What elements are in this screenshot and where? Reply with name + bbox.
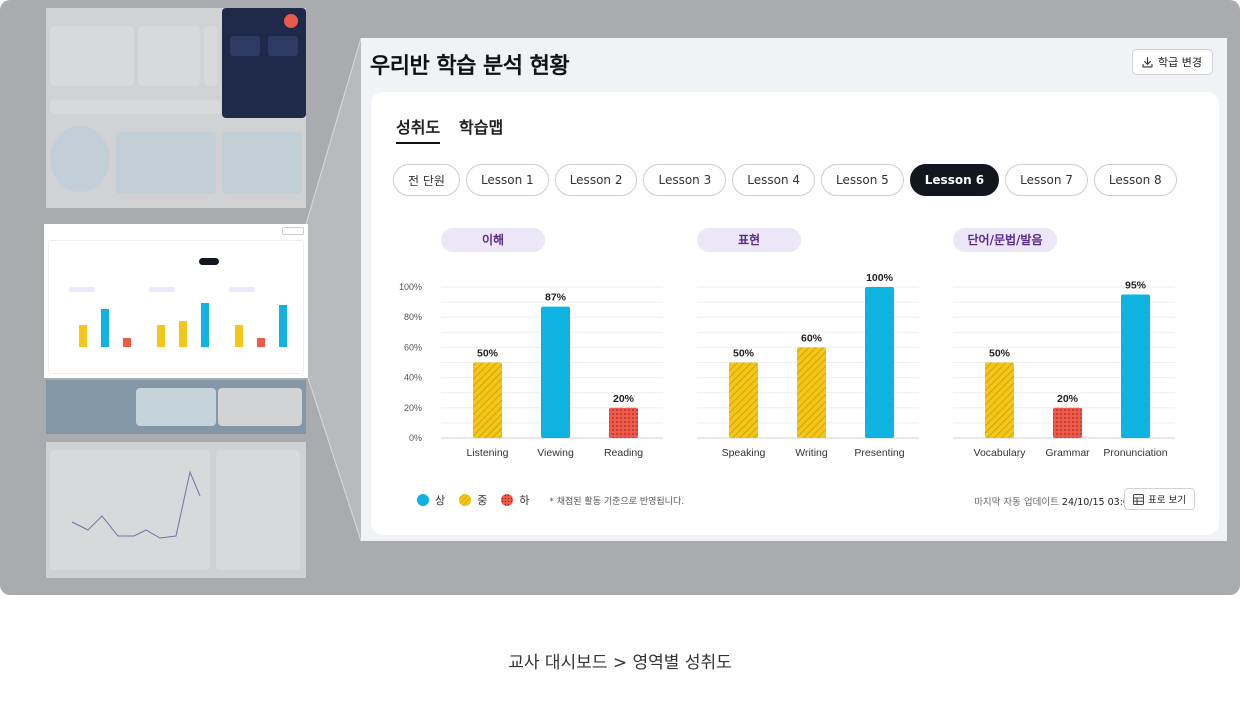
achievement-chart: 100% 80% 60% 40% 20% 0% 이해 50% Listening 87% Viewi… bbox=[399, 228, 1175, 459]
mini-chart-thumbnail bbox=[44, 224, 308, 378]
x-tick-label: Speaking bbox=[722, 447, 766, 459]
legend-label-high: 상 bbox=[435, 494, 446, 507]
level-legend: 상 중 하 * 채점된 활동 기준으로 반영됩니다. bbox=[417, 492, 684, 508]
change-class-label: 학급 변경 bbox=[1158, 56, 1202, 69]
category-title: 이해 bbox=[482, 232, 504, 247]
bar-vocabulary bbox=[985, 362, 1014, 438]
bar-presenting bbox=[865, 287, 894, 438]
category-pill bbox=[953, 228, 1057, 252]
x-tick-label: Vocabulary bbox=[974, 447, 1027, 459]
avatar bbox=[284, 14, 298, 28]
achievement-card: 성취도 학습맵 전 단원 Lesson 1 Lesson 2 Lesson 3 … bbox=[371, 92, 1219, 535]
page-title: 우리반 학습 분석 현황 bbox=[370, 54, 570, 79]
x-tick-label: Listening bbox=[466, 447, 508, 459]
tab-achievement[interactable]: 성취도 bbox=[396, 118, 441, 137]
data-label: 95% bbox=[1125, 280, 1147, 292]
bar-pronunciation bbox=[1121, 294, 1150, 438]
bar-viewing bbox=[541, 306, 570, 438]
x-tick-label: Pronunciation bbox=[1103, 447, 1167, 459]
y-tick-label: 40% bbox=[404, 373, 422, 383]
category-pill bbox=[697, 228, 801, 252]
data-label: 60% bbox=[801, 332, 823, 344]
banner-thumbnail bbox=[46, 380, 306, 434]
legend-item-low: 하 bbox=[501, 492, 529, 508]
lesson-chip-5[interactable]: Lesson 5 bbox=[821, 164, 904, 196]
table-view-button[interactable]: 표로 보기 bbox=[1124, 488, 1195, 510]
last-update: 마지막 자동 업데이트 24/10/15 03:01 bbox=[974, 494, 1135, 508]
data-label: 100% bbox=[866, 272, 894, 284]
change-class-button[interactable]: 학급 변경 bbox=[1132, 49, 1213, 75]
x-tick-label: Viewing bbox=[537, 447, 574, 459]
tab-learning-map[interactable]: 학습맵 bbox=[459, 118, 504, 137]
bar-listening bbox=[473, 362, 502, 438]
self-study-thumbnail bbox=[46, 442, 306, 578]
legend-label-low: 하 bbox=[519, 494, 530, 507]
lesson-chip-2[interactable]: Lesson 2 bbox=[554, 164, 638, 196]
lesson-chip-1[interactable]: Lesson 1 bbox=[465, 164, 549, 196]
lesson-chip-7[interactable]: Lesson 7 bbox=[1005, 164, 1088, 196]
download-icon bbox=[1142, 56, 1153, 68]
category-title: 단어/문법/발음 bbox=[967, 232, 1042, 247]
x-tick-label: Reading bbox=[604, 447, 643, 459]
legend-label-mid: 중 bbox=[477, 494, 488, 507]
lesson-chip-8[interactable]: Lesson 8 bbox=[1093, 164, 1177, 196]
achievement-panel: 우리반 학습 분석 현황 학급 변경 성취도 학습맵 전 단원 Lesson 1… bbox=[361, 38, 1227, 541]
y-tick-label: 80% bbox=[404, 312, 422, 322]
screenshot-backdrop: 우리반 학습 분석 현황 학급 변경 성취도 학습맵 전 단원 Lesson 1… bbox=[0, 0, 1240, 595]
lesson-chip-6[interactable]: Lesson 6 bbox=[909, 164, 1000, 196]
x-tick-label: Presenting bbox=[854, 447, 904, 459]
category-pill bbox=[441, 228, 545, 252]
data-label: 20% bbox=[613, 393, 635, 405]
lesson-chip-all[interactable]: 전 단원 bbox=[393, 164, 460, 196]
x-tick-label: Writing bbox=[795, 447, 828, 459]
y-tick-label: 100% bbox=[399, 282, 422, 292]
data-label: 20% bbox=[1057, 393, 1079, 405]
last-update-label: 마지막 자동 업데이트 bbox=[974, 497, 1059, 508]
bar-writing bbox=[797, 347, 826, 438]
data-label: 50% bbox=[989, 348, 1011, 360]
figure-caption: 교사 대시보드 > 영역별 성취도 bbox=[508, 653, 732, 673]
table-view-label: 표로 보기 bbox=[1148, 495, 1186, 506]
table-icon bbox=[1133, 493, 1145, 505]
y-tick-label: 20% bbox=[404, 403, 422, 413]
y-tick-label: 0% bbox=[409, 433, 422, 443]
bar-grammar bbox=[1053, 407, 1082, 438]
bar-reading bbox=[609, 407, 638, 438]
x-tick-label: Grammar bbox=[1045, 447, 1090, 459]
data-label: 87% bbox=[545, 292, 567, 304]
data-label: 50% bbox=[477, 348, 499, 360]
greeting-panel-thumbnail bbox=[222, 8, 306, 118]
legend-item-mid: 중 bbox=[459, 492, 487, 508]
category-title: 표현 bbox=[738, 232, 760, 247]
legend-note: * 채점된 활동 기준으로 반영됩니다. bbox=[549, 496, 685, 507]
lesson-chip-3[interactable]: Lesson 3 bbox=[643, 164, 727, 196]
active-tab-indicator bbox=[396, 142, 440, 144]
zoom-beam bbox=[305, 37, 362, 542]
legend-item-high: 상 bbox=[417, 492, 445, 508]
last-update-time: 24/10/15 03:01 bbox=[1061, 497, 1135, 508]
lesson-filter: 전 단원 Lesson 1 Lesson 2 Lesson 3 Lesson 4… bbox=[393, 164, 1177, 196]
lesson-chip-4[interactable]: Lesson 4 bbox=[732, 164, 815, 196]
y-tick-label: 60% bbox=[404, 342, 422, 352]
bar-speaking bbox=[729, 362, 758, 438]
data-label: 50% bbox=[733, 348, 755, 360]
